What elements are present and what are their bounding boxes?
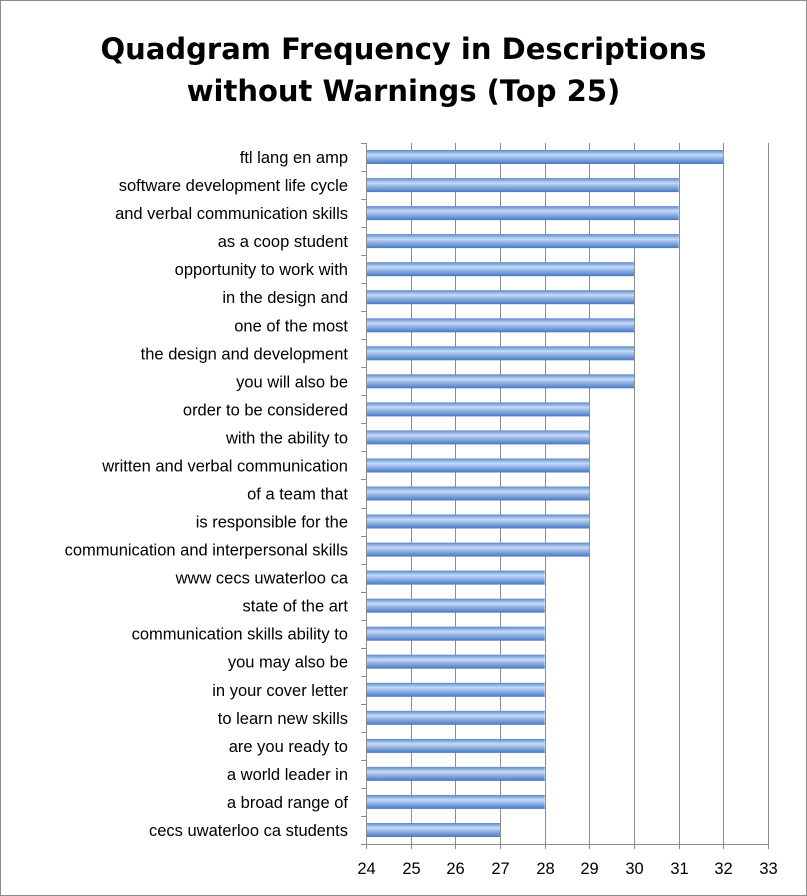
bar <box>366 598 545 613</box>
bar <box>366 823 500 837</box>
category-label: as a coop student <box>218 233 349 251</box>
bar <box>366 262 634 277</box>
bar <box>366 710 545 725</box>
bar <box>366 682 545 697</box>
bar <box>366 374 634 389</box>
x-tick-label: 27 <box>491 860 509 878</box>
x-tick-label: 25 <box>402 860 420 878</box>
bar <box>366 346 634 361</box>
category-label: to learn new skills <box>218 710 348 728</box>
bar <box>366 626 545 641</box>
x-tick-label: 32 <box>714 860 732 878</box>
bar <box>366 234 679 249</box>
category-label: opportunity to work with <box>175 261 348 279</box>
category-label: state of the art <box>243 598 349 616</box>
category-label: in your cover letter <box>212 682 348 700</box>
x-tick-label: 33 <box>759 860 777 878</box>
x-tick-label: 28 <box>536 860 554 878</box>
category-label: cecs uwaterloo ca students <box>149 822 348 840</box>
bar <box>366 318 634 333</box>
bar <box>366 514 590 529</box>
category-label: and verbal communication skills <box>115 205 348 223</box>
bar <box>366 486 590 501</box>
category-label: www cecs uwaterloo ca <box>175 570 349 588</box>
chart-title: Quadgram Frequency in Descriptions witho… <box>0 28 807 112</box>
category-label: you will also be <box>236 373 348 391</box>
category-label: communication and interpersonal skills <box>65 542 348 560</box>
bar <box>366 206 679 221</box>
category-label: is responsible for the <box>196 514 348 532</box>
x-tick-label: 29 <box>580 860 598 878</box>
category-label: order to be considered <box>183 401 348 419</box>
bar <box>366 430 590 445</box>
category-label: with the ability to <box>225 429 348 447</box>
bar <box>366 542 590 557</box>
bar <box>366 458 590 473</box>
category-label: software development life cycle <box>119 177 348 195</box>
category-label: in the design and <box>222 289 348 307</box>
category-label: a world leader in <box>227 766 348 784</box>
x-tick-labels: 24 25 26 27 28 29 30 31 32 33 <box>357 860 777 878</box>
bar <box>366 178 679 193</box>
category-label: the design and development <box>141 345 349 363</box>
category-label: written and verbal communication <box>101 458 348 476</box>
bar <box>366 290 634 305</box>
category-labels: ftl lang en amp software development life… <box>65 149 349 840</box>
bar <box>366 402 590 417</box>
x-tick-label: 24 <box>357 860 375 878</box>
x-tick-label: 30 <box>625 860 643 878</box>
bar <box>366 654 545 669</box>
category-label: are you ready to <box>229 738 348 756</box>
category-label: ftl lang en amp <box>240 149 348 167</box>
bars <box>366 150 724 837</box>
bar <box>366 570 545 585</box>
chart-title-line-2: without Warnings (Top 25) <box>186 74 621 108</box>
category-label: one of the most <box>234 317 348 335</box>
x-tick-label: 26 <box>446 860 464 878</box>
category-label: of a team that <box>247 486 348 504</box>
bar <box>366 794 545 809</box>
x-tick-label: 31 <box>670 860 688 878</box>
bar <box>366 150 724 164</box>
chart-title-line-1: Quadgram Frequency in Descriptions <box>100 32 707 66</box>
axes <box>361 143 769 849</box>
category-label: communication skills ability to <box>132 626 348 644</box>
bar <box>366 766 545 781</box>
bar <box>366 738 545 753</box>
category-label: you may also be <box>228 654 348 672</box>
category-label: a broad range of <box>227 794 349 812</box>
